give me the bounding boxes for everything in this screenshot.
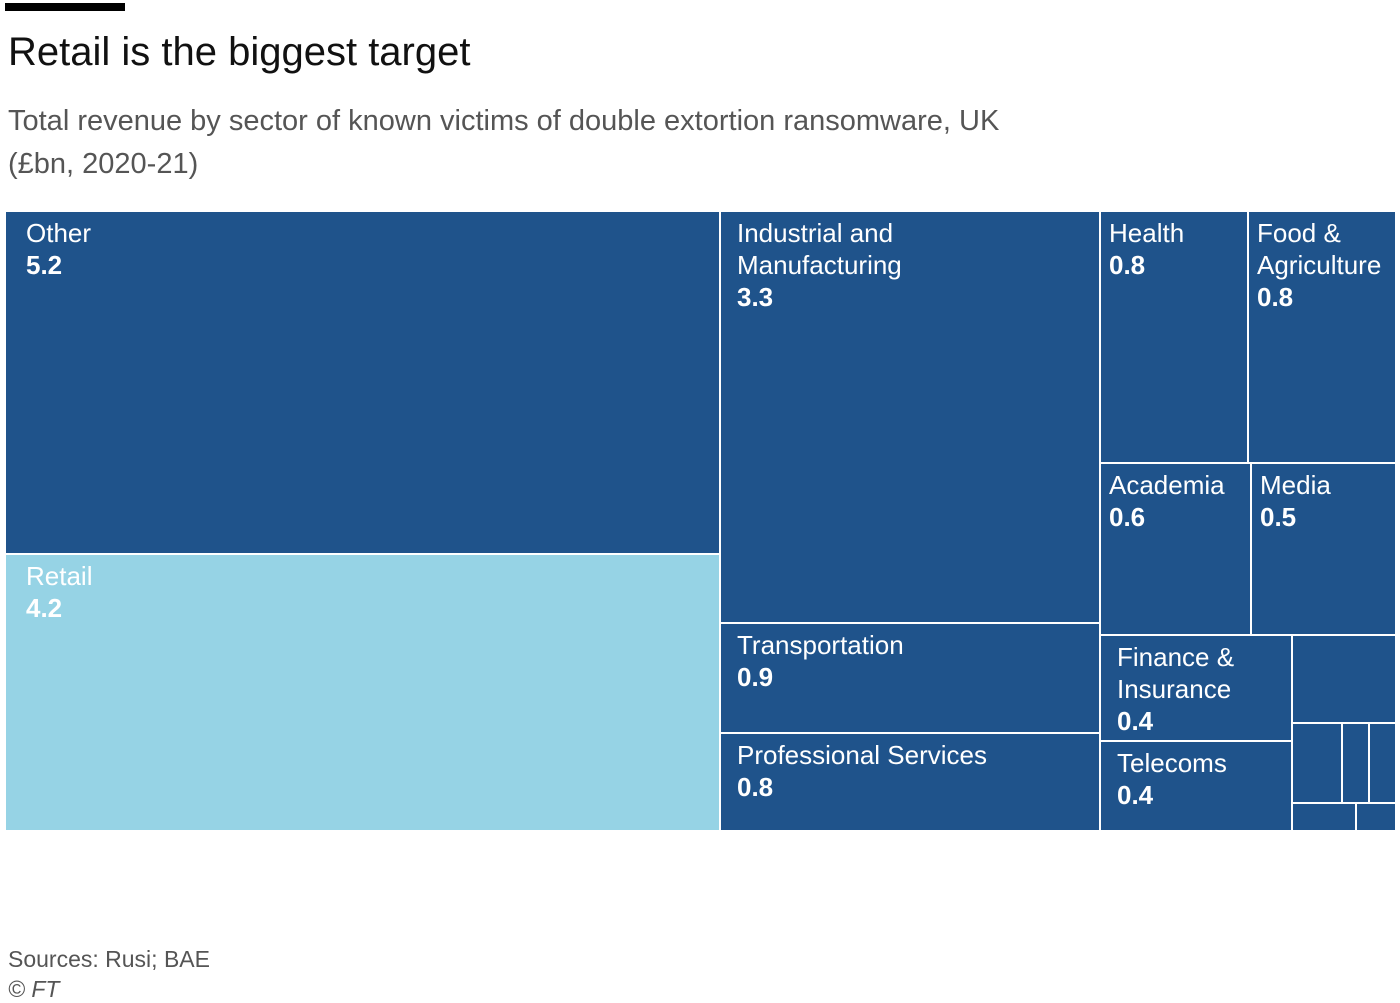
cell-label: Insurance	[1117, 674, 1231, 704]
cell-value: 3.3	[737, 282, 773, 312]
treemap-small-cell	[1341, 722, 1370, 804]
cell-label: Manufacturing	[737, 250, 902, 280]
treemap-cell	[719, 732, 1101, 832]
cell-label: Transportation	[737, 630, 904, 660]
treemap-cell	[4, 553, 721, 832]
cell-value: 0.9	[737, 662, 773, 692]
cell-value: 0.6	[1109, 502, 1145, 532]
treemap-small-cell	[1291, 722, 1343, 804]
cell-label: Industrial and	[737, 218, 893, 248]
treemap-cell	[1099, 462, 1252, 636]
treemap-cell	[4, 210, 721, 555]
treemap-small-cell	[1291, 634, 1397, 724]
treemap-cell	[719, 210, 1101, 624]
treemap-cell	[719, 622, 1101, 734]
cell-value: 0.4	[1117, 780, 1154, 810]
cell-value: 0.8	[1257, 282, 1293, 312]
cell-label: Agriculture	[1257, 250, 1381, 280]
cell-value: 5.2	[26, 250, 62, 280]
cell-label: Finance &	[1117, 642, 1234, 672]
cell-label: Food &	[1257, 218, 1341, 248]
copyright-note: © FT	[8, 976, 60, 1002]
cell-value: 0.8	[1109, 250, 1145, 280]
cell-label: Media	[1260, 470, 1331, 500]
treemap-cell	[1099, 210, 1249, 464]
chart-title: Retail is the biggest target	[8, 30, 471, 74]
cell-label: Telecoms	[1117, 748, 1227, 778]
treemap-small-cell	[1355, 802, 1397, 832]
cell-value: 4.2	[26, 593, 62, 623]
treemap-small-cell	[1368, 722, 1397, 804]
cell-label: Professional Services	[737, 740, 987, 770]
cell-label: Health	[1109, 218, 1184, 248]
cell-label: Retail	[26, 561, 92, 591]
cell-value: 0.5	[1260, 502, 1296, 532]
treemap-small-cell	[1291, 802, 1357, 832]
cell-label: Other	[26, 218, 91, 248]
cell-value: 0.4	[1117, 706, 1154, 736]
source-note: Sources: Rusi; BAE	[8, 946, 210, 972]
treemap-cell	[1099, 634, 1293, 742]
cell-value: 0.8	[737, 772, 773, 802]
treemap-cell	[1247, 210, 1397, 464]
treemap-cell	[1250, 462, 1397, 636]
chart-subtitle: Total revenue by sector of known victims…	[8, 105, 1000, 180]
cell-label: Academia	[1109, 470, 1225, 500]
top-rule	[5, 3, 125, 11]
